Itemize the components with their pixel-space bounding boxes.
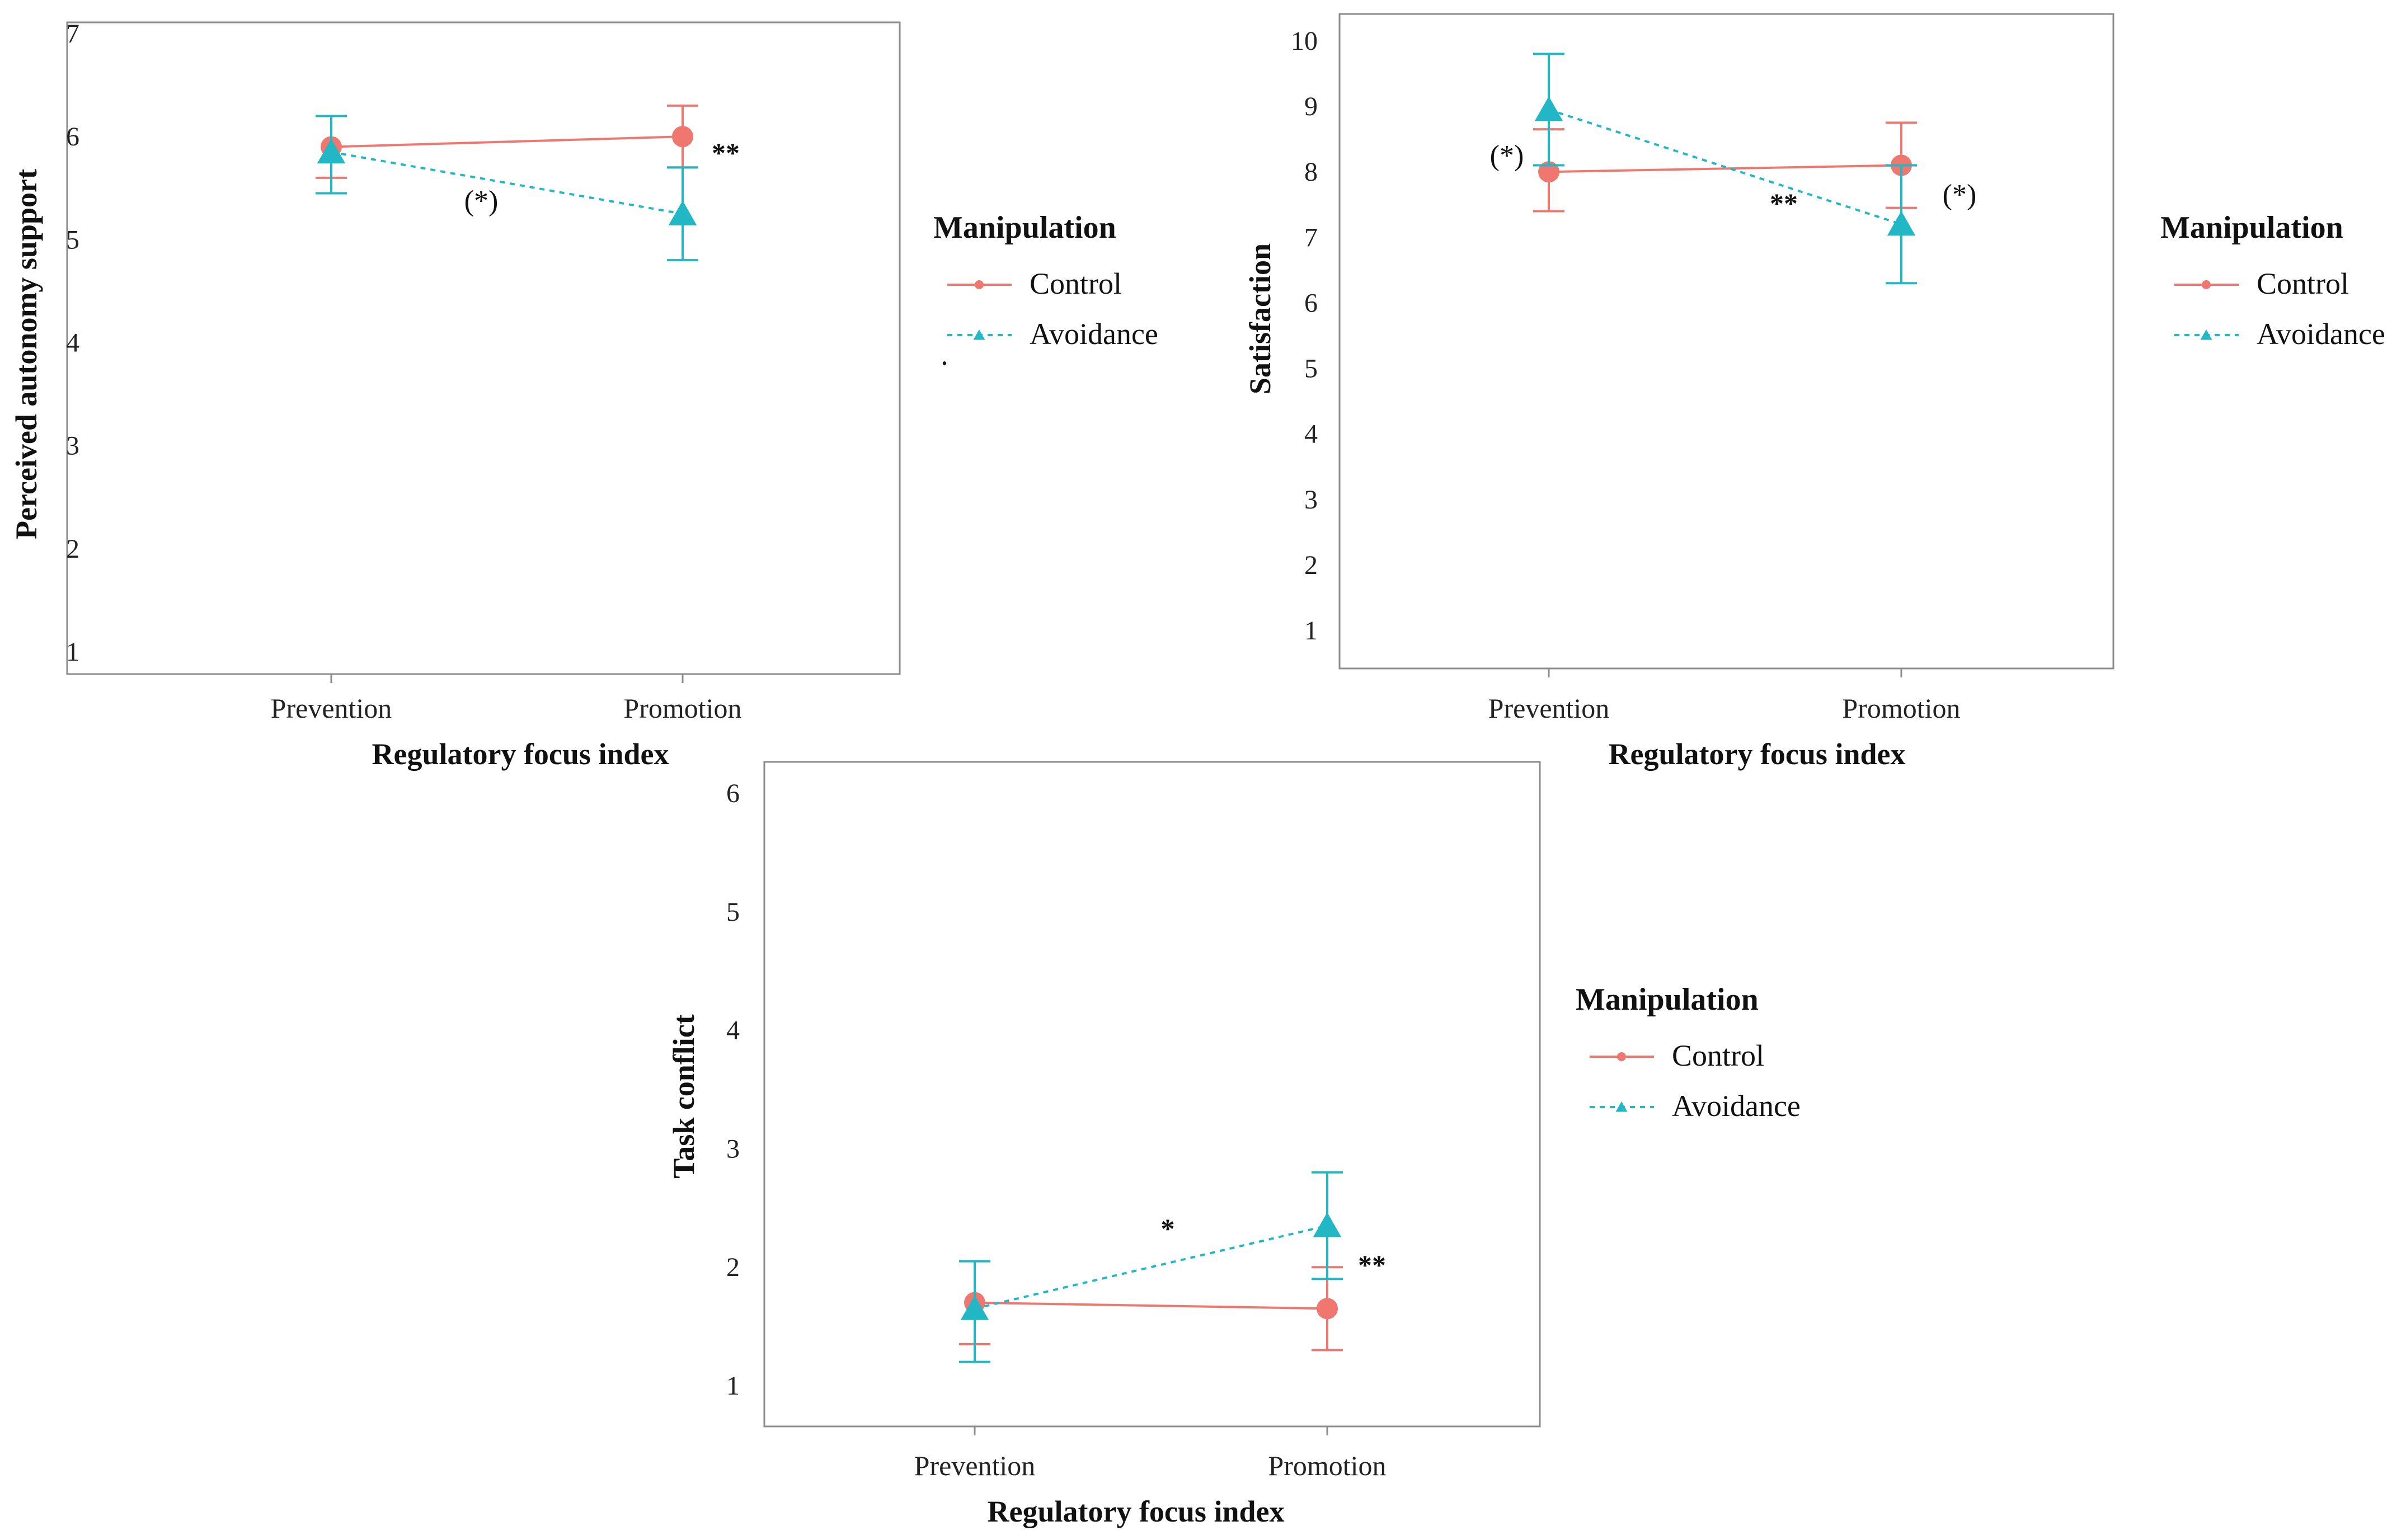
y-tick-label: 2	[726, 1252, 740, 1282]
significance-annotation: *	[1161, 1213, 1175, 1244]
legend-stray-mark: ·	[939, 346, 950, 380]
y-tick-label: 1	[726, 1371, 740, 1401]
series-line-control	[974, 1301, 1328, 1310]
legend: Manipulation Control Avoidance ·	[933, 210, 1158, 380]
y-tick-label: 3	[66, 431, 79, 461]
data-point-avoidance	[960, 1295, 989, 1320]
legend-marker-avoidance	[1615, 1101, 1628, 1112]
y-axis-title: Perceived autonomy support	[10, 169, 43, 539]
y-tick-label: 10	[1291, 26, 1318, 56]
y-tick-label: 4	[1304, 420, 1318, 449]
x-tick-label: Prevention	[1488, 693, 1610, 724]
plot-frame	[763, 761, 1541, 1428]
legend: Manipulation Control Avoidance	[1576, 982, 1801, 1123]
x-axis-title: Regulatory focus index	[988, 1495, 1285, 1528]
series-line-control	[331, 135, 683, 148]
series-line-avoidance	[1548, 109, 1902, 225]
significance-annotation: **	[712, 137, 740, 168]
y-axis-title: Satisfaction	[1243, 243, 1277, 394]
legend-label: Avoidance	[1030, 317, 1158, 351]
y-tick-label: 8	[1304, 157, 1318, 187]
y-tick-label: 5	[726, 897, 740, 927]
y-tick-label: 5	[66, 225, 79, 255]
significance-annotation: (*)	[1490, 140, 1524, 172]
x-tick-label: Prevention	[914, 1450, 1036, 1481]
y-tick-label: 6	[726, 779, 740, 808]
legend-label: Avoidance	[1672, 1089, 1801, 1123]
legend-marker-control	[975, 280, 984, 289]
plot-frame	[1338, 13, 2114, 670]
y-tick-label: 3	[1304, 485, 1318, 515]
y-tick-label: 9	[1304, 92, 1318, 121]
legend-marker-avoidance	[973, 329, 985, 340]
chart-2: 1 2 3 4 5 6 7 8 9 10 Prevention Promotion Regulatory…	[1243, 13, 2385, 771]
significance-annotation: (*)	[1943, 179, 1977, 211]
plot-frame	[66, 21, 901, 675]
data-point-avoidance	[317, 138, 346, 164]
chart-1: 1 2 3 4 5 6 7 Prevention Promotion Regulatory foc…	[10, 19, 1158, 771]
legend-label: Control	[1672, 1039, 1764, 1072]
significance-annotation: (*)	[464, 185, 499, 217]
x-axis-title: Regulatory focus index	[1609, 737, 1906, 771]
y-tick-label: 6	[66, 122, 79, 152]
x-axis-title: Regulatory focus index	[372, 737, 669, 771]
significance-annotation: **	[1358, 1249, 1386, 1280]
x-tick-label: Promotion	[1268, 1450, 1386, 1481]
legend-title: Manipulation	[1576, 982, 1759, 1017]
y-tick-label: 2	[66, 534, 79, 564]
significance-annotation: **	[1770, 187, 1798, 219]
x-tick-label: Promotion	[623, 693, 741, 724]
legend: Manipulation Control Avoidance	[2160, 210, 2385, 351]
legend-title: Manipulation	[933, 210, 1116, 245]
legend-marker-control	[1617, 1052, 1626, 1061]
y-tick-label: 2	[1304, 550, 1318, 580]
y-tick-label: 4	[66, 328, 79, 358]
legend-label: Control	[2257, 267, 2349, 300]
legend-title: Manipulation	[2160, 210, 2343, 245]
series-line-avoidance	[974, 1225, 1328, 1310]
data-point-avoidance	[1887, 210, 1916, 236]
y-tick-label: 5	[1304, 354, 1318, 384]
y-tick-label: 4	[726, 1016, 740, 1045]
y-tick-label: 7	[1304, 223, 1318, 252]
series-line-avoidance	[331, 150, 683, 215]
legend-marker-control	[2202, 280, 2211, 289]
data-point-control	[672, 126, 693, 148]
y-tick-label: 3	[726, 1134, 740, 1164]
y-tick-label: 7	[66, 19, 79, 49]
legend-label: Avoidance	[2257, 317, 2385, 351]
x-tick-label: Promotion	[1842, 693, 1960, 724]
data-point-control	[1538, 161, 1559, 183]
data-point-avoidance	[1534, 96, 1563, 121]
y-tick-label: 1	[66, 637, 79, 667]
y-tick-label: 6	[1304, 288, 1318, 318]
chart-3: 1 2 3 4 5 6 Prevention Promotion Regulatory focu…	[667, 761, 1801, 1528]
data-point-control	[1317, 1298, 1338, 1320]
data-point-avoidance	[1313, 1212, 1342, 1237]
legend-marker-avoidance	[2200, 329, 2212, 340]
legend-label: Control	[1030, 267, 1122, 300]
series-line-control	[1548, 164, 1902, 173]
y-tick-label: 1	[1304, 616, 1318, 646]
y-axis-title: Task conflict	[667, 1014, 701, 1179]
x-tick-label: Prevention	[271, 693, 392, 724]
data-point-avoidance	[668, 200, 697, 225]
